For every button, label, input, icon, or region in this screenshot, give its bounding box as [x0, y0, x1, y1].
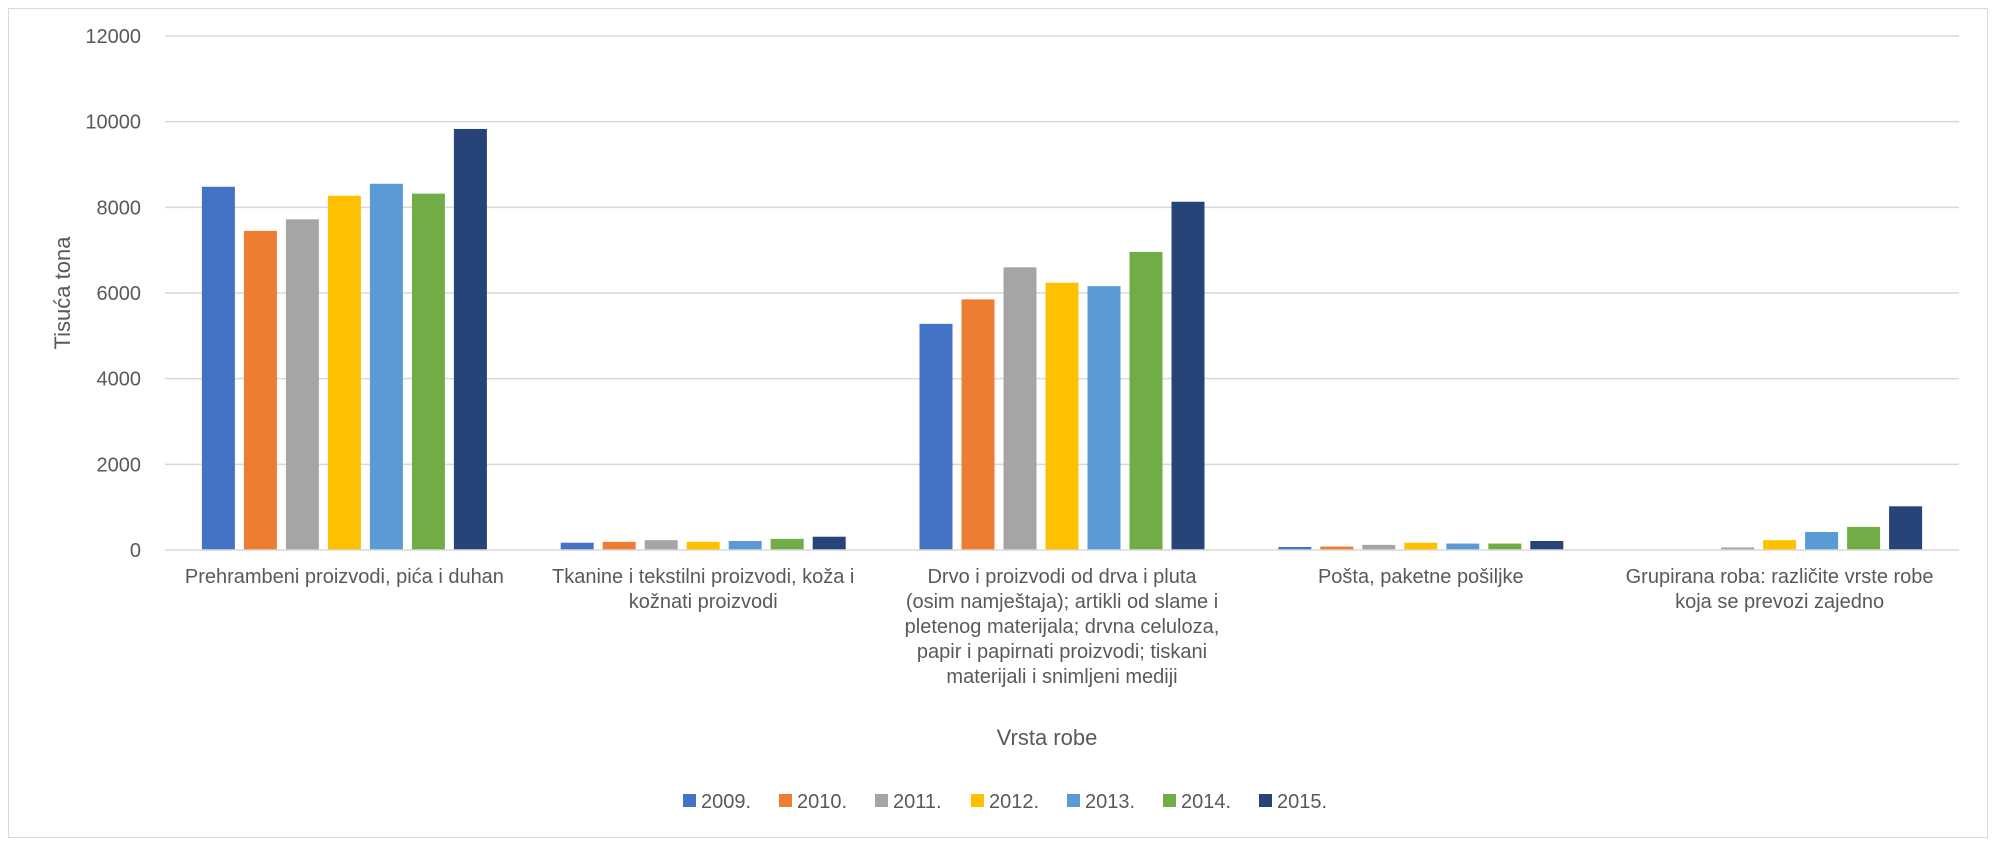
- legend-label: 2014.: [1181, 791, 1231, 813]
- y-tick-label: 4000: [97, 369, 142, 391]
- legend-swatch: [1163, 794, 1176, 807]
- x-axis-title: Vrsta robe: [997, 725, 1098, 750]
- legend-label: 2012.: [989, 791, 1039, 813]
- category-label-line: Tkanine i tekstilni proizvodi, koža i: [552, 566, 854, 588]
- y-tick-label: 0: [130, 540, 141, 562]
- bar: [1362, 544, 1396, 550]
- legend-label: 2011.: [893, 791, 942, 813]
- category-label-line: Prehrambeni proizvodi, pića i duhan: [185, 566, 504, 588]
- y-axis-title: Tisuća tona: [50, 236, 75, 350]
- category-label-line: koja se prevozi zajedno: [1675, 591, 1884, 613]
- bar: [1847, 526, 1881, 550]
- category-label-line: Grupirana roba: različite vrste robe: [1626, 566, 1934, 588]
- legend-swatch: [683, 794, 696, 807]
- bar: [1171, 201, 1205, 550]
- y-axis-ticks: 0 2000 4000 6000 8000 10000 12000: [85, 26, 141, 562]
- y-tick-label: 10000: [85, 112, 141, 134]
- chart-container: 0 2000 4000 6000 8000 10000 12000 Prehrambeni …: [8, 8, 1988, 838]
- category-label-line: pletenog materijala; drvna celuloza,: [905, 616, 1220, 638]
- category-label-line: Drvo i proizvodi od drva i pluta: [927, 566, 1197, 588]
- legend-swatch: [779, 794, 792, 807]
- bar-chart: 0 2000 4000 6000 8000 10000 12000 Prehrambeni …: [50, 26, 1959, 813]
- legend: 2009. 2010. 2011. 2012. 2013. 2014. 2015.: [683, 791, 1327, 813]
- bar: [1530, 541, 1564, 550]
- category-label: Drvo i proizvodi od drva i pluta (osim na…: [905, 566, 1220, 688]
- bar: [1763, 540, 1797, 550]
- legend-swatch: [1067, 794, 1080, 807]
- y-tick-label: 12000: [85, 26, 141, 48]
- legend-label: 2013.: [1085, 791, 1135, 813]
- category-label: Prehrambeni proizvodi, pića i duhan: [185, 566, 504, 588]
- bar: [453, 128, 487, 550]
- legend-label: 2009.: [701, 791, 751, 813]
- bar: [1045, 282, 1079, 550]
- category-label: Tkanine i tekstilni proizvodi, koža i kož…: [552, 566, 854, 613]
- category-label-line: kožnati proizvodi: [629, 591, 778, 613]
- bars: [201, 128, 1923, 551]
- category-labels: Prehrambeni proizvodi, pića i duhan Tkani…: [185, 566, 1934, 688]
- bar: [961, 299, 995, 550]
- category-label-line: papir i papirnati proizvodi; tiskani: [917, 641, 1207, 663]
- bar: [201, 186, 235, 551]
- bar: [1889, 506, 1923, 550]
- category-label: Pošta, paketne pošiljke: [1318, 566, 1524, 588]
- bar: [919, 323, 953, 550]
- legend-swatch: [875, 794, 888, 807]
- bar: [1404, 542, 1438, 550]
- bar: [285, 219, 319, 550]
- bar: [1320, 546, 1354, 550]
- legend-swatch: [971, 794, 984, 807]
- bar: [644, 540, 678, 550]
- category-label: Grupirana roba: različite vrste robe koja…: [1626, 566, 1934, 613]
- bar: [602, 541, 636, 550]
- bar: [1129, 251, 1163, 550]
- bar: [1446, 543, 1480, 550]
- y-tick-label: 6000: [97, 283, 142, 305]
- bar: [411, 193, 445, 551]
- bar: [1805, 532, 1839, 550]
- bar: [1087, 286, 1121, 550]
- category-label-line: materijali i snimljeni mediji: [946, 666, 1177, 688]
- category-label-line: Pošta, paketne pošiljke: [1318, 566, 1524, 588]
- legend-swatch: [1259, 794, 1272, 807]
- bar: [1721, 547, 1755, 550]
- bar: [1488, 543, 1522, 550]
- bar: [560, 542, 594, 550]
- bar: [686, 541, 720, 550]
- legend-label: 2010.: [797, 791, 847, 813]
- legend-label: 2015.: [1277, 791, 1327, 813]
- bar: [243, 230, 277, 550]
- bar: [1003, 267, 1037, 550]
- bar: [369, 183, 403, 550]
- bar: [728, 541, 762, 550]
- category-label-line: (osim namještaja); artikli od slame i: [906, 591, 1218, 613]
- bar: [327, 195, 361, 551]
- y-tick-label: 8000: [97, 197, 142, 219]
- y-tick-label: 2000: [97, 454, 142, 476]
- bar: [1278, 547, 1312, 550]
- bar: [812, 536, 846, 550]
- bar: [770, 538, 804, 550]
